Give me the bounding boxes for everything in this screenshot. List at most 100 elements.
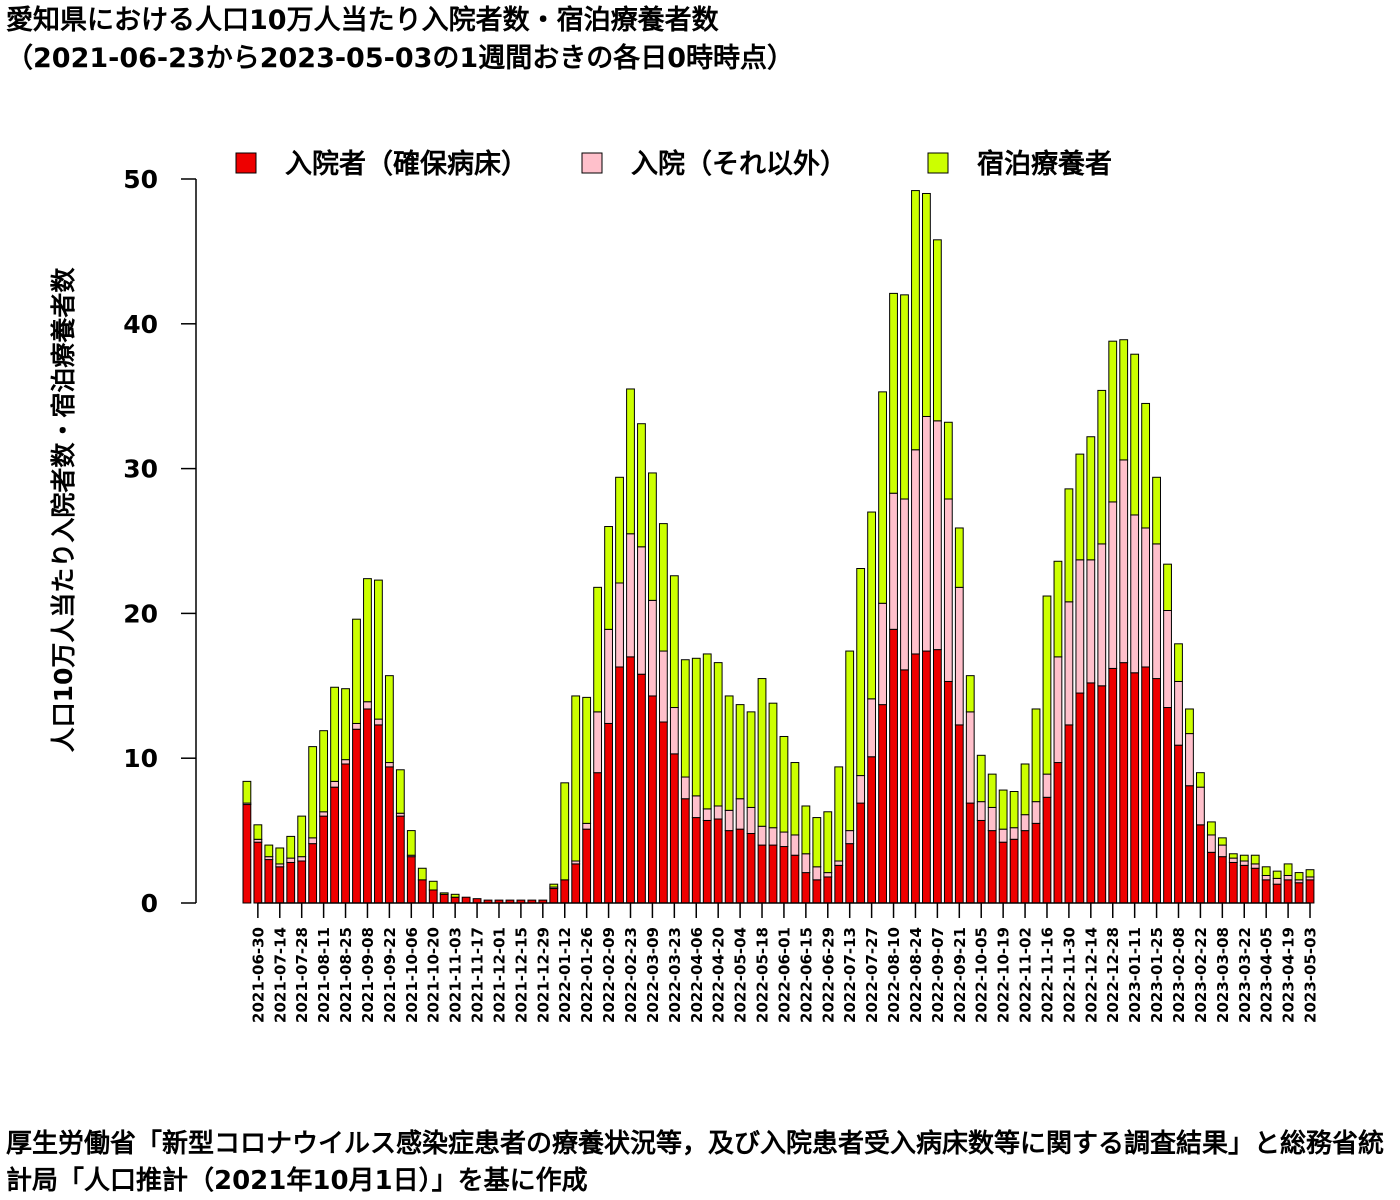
bar-segment-2 [954, 586, 964, 726]
bar-segment-1 [560, 879, 570, 904]
bar-segment-3 [439, 892, 449, 895]
bar-segment-2 [384, 762, 394, 768]
bar-segment-2 [702, 808, 712, 821]
bar-segment-1 [582, 828, 592, 904]
bar-segment-2 [1261, 874, 1271, 881]
bar-segment-1 [680, 798, 690, 904]
bar-segment-3 [1305, 869, 1315, 878]
bar-segment-1 [450, 896, 460, 904]
bar-segment-3 [384, 675, 394, 764]
bar-segment-1 [384, 766, 394, 904]
bar-segment-2 [691, 795, 701, 819]
bar-segment-2 [987, 806, 997, 832]
bar-segment-2 [1141, 527, 1151, 668]
bar-segment-3 [1261, 866, 1271, 876]
bar-segment-1 [669, 753, 679, 904]
bar-segment-3 [1042, 595, 1052, 775]
x-tick-label: 2023-02-08 [1170, 927, 1188, 1023]
x-tick-label: 2022-03-23 [666, 927, 684, 1023]
bar-segment-3 [702, 653, 712, 810]
bar-segment-1 [1283, 879, 1293, 904]
bar-segment-1 [286, 861, 296, 904]
bar-segment-1 [976, 819, 986, 904]
bar-segment-1 [330, 786, 339, 904]
bar-segment-2 [746, 806, 756, 834]
bar-segment-2 [900, 498, 909, 671]
bar-segment-1 [1108, 667, 1118, 904]
bar-segment-1 [615, 666, 624, 904]
x-tick-label: 2022-05-18 [754, 927, 772, 1023]
bar-segment-2 [1163, 610, 1172, 709]
x-tick-label: 2021-11-17 [469, 927, 487, 1023]
bar-segment-3 [812, 817, 822, 868]
x-tick-label: 2022-10-05 [973, 927, 991, 1023]
bar-segment-2 [341, 759, 350, 765]
bar-segment-3 [1108, 340, 1118, 503]
bar-segment-3 [779, 735, 789, 833]
bar-segment-2 [823, 872, 833, 878]
x-tick-label: 2021-08-25 [337, 927, 355, 1023]
bar-segment-1 [987, 830, 997, 904]
source-note: 厚生労働省「新型コロナウイルス感染症患者の療養状況等，及び入院患者受入病床数等に… [6, 1129, 1385, 1196]
bar-segment-1 [1206, 851, 1216, 904]
chart-title-line2: （2021-06-23から2023-05-03の1週間おきの各日0時時点） [6, 43, 794, 74]
bar-segment-3 [1020, 763, 1030, 816]
legend-label-2: 入院（それ以外） [631, 148, 847, 180]
bar-segment-1 [253, 841, 263, 904]
bar-segment-1 [1294, 882, 1304, 904]
bar-segment-2 [1031, 801, 1041, 824]
x-tick-label: 2022-01-26 [578, 927, 596, 1023]
bar-segment-2 [593, 711, 603, 774]
x-tick-label: 2021-12-29 [534, 927, 552, 1023]
x-tick-label: 2021-10-20 [425, 927, 443, 1023]
bar-segment-2 [735, 798, 745, 830]
x-tick-label: 2021-12-15 [512, 927, 530, 1023]
bar-segment-3 [1163, 563, 1172, 612]
bar-segment-1 [1261, 879, 1271, 904]
bar-segment-2 [1283, 874, 1293, 881]
bar-segment-2 [998, 828, 1008, 843]
x-tick-label: 2022-11-02 [1017, 927, 1035, 1023]
bar-segment-1 [1064, 724, 1074, 904]
bar-segment-1 [571, 863, 581, 904]
bar-segment-3 [965, 675, 975, 713]
bar-segment-1 [922, 650, 931, 904]
bar-segment-3 [1250, 854, 1260, 865]
bar-segment-1 [297, 860, 307, 904]
bar-segment-3 [900, 294, 909, 500]
bar-segment-3 [976, 754, 986, 803]
bar-segment-1 [878, 704, 887, 904]
bar-segment-2 [1217, 844, 1227, 858]
bar-segment-1 [768, 844, 778, 904]
x-tick-label: 2021-08-11 [315, 927, 333, 1023]
bar-segment-1 [943, 680, 953, 904]
bar-segment-1 [965, 802, 975, 904]
bar-segment-2 [1272, 877, 1282, 885]
bar-segment-2 [374, 718, 383, 726]
bar-segment-3 [768, 702, 778, 829]
bar-segment-2 [604, 628, 613, 724]
x-tick-label: 2022-02-09 [600, 927, 618, 1023]
bar-segment-1 [691, 817, 701, 904]
bar-segment-1 [889, 628, 898, 904]
bar-segment-1 [1009, 838, 1019, 904]
bar-segment-3 [954, 527, 964, 588]
x-tick-label: 2022-02-23 [622, 927, 640, 1023]
bar-segment-3 [1119, 339, 1129, 461]
bar-segment-3 [615, 476, 624, 584]
bar-segment-3 [746, 711, 756, 808]
legend-swatch-1 [235, 152, 257, 174]
bar-segment-3 [395, 769, 405, 814]
bar-segment-3 [867, 511, 877, 700]
bar-segment-1 [1163, 707, 1172, 904]
x-tick-label: 2022-06-29 [819, 927, 837, 1023]
bar-segment-1 [823, 876, 833, 904]
bar-segment-3 [352, 618, 361, 724]
bar-segment-2 [943, 498, 953, 682]
x-axis: 2021-06-30 2021-07-14 2021-07-28 2021-08-11… [249, 902, 1320, 1023]
bar-segment-3 [889, 292, 898, 494]
bar-segment-1 [352, 728, 361, 904]
bar-segment-2 [308, 837, 318, 845]
bar-segment-2 [626, 533, 635, 658]
y-tick-label: 40 [123, 310, 158, 339]
